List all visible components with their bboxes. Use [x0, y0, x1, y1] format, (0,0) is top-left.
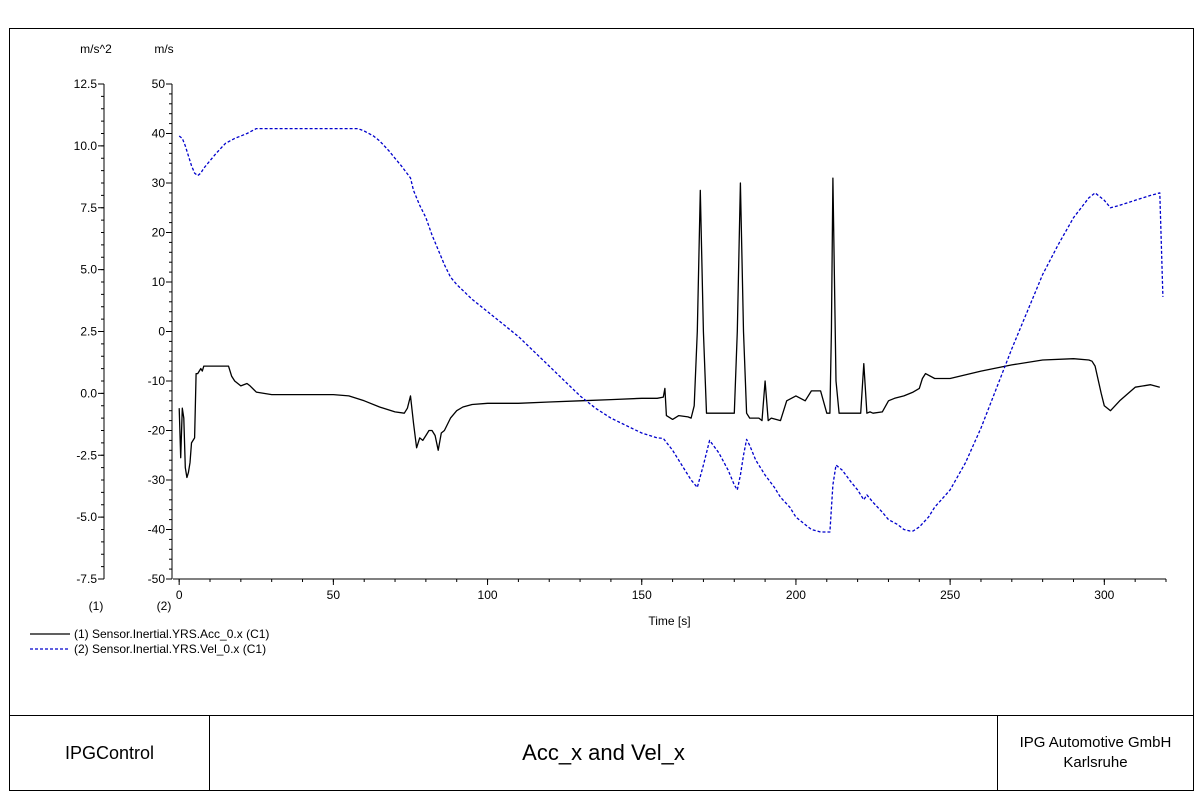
y-tick-label: -40: [148, 523, 166, 537]
y-tick-label: 0: [158, 325, 165, 339]
x-tick-label: 150: [632, 588, 652, 602]
x-tick-label: 300: [1094, 588, 1114, 602]
y-tick-label: 2.5: [80, 325, 97, 339]
y-tick-label: 10: [152, 275, 166, 289]
y-axis-vel: -50 -40 -30 -20 -10 0 10 20 30 40 50 m/s (2): [148, 42, 174, 613]
y-tick-label: 12.5: [74, 77, 98, 91]
footer-app-name: IPGControl: [10, 716, 210, 790]
y-tick-label: -30: [148, 473, 166, 487]
footer-company: IPG Automotive GmbH Karlsruhe: [997, 716, 1193, 790]
y-tick-label: 5.0: [80, 263, 97, 277]
y-tick-label: 0.0: [80, 386, 97, 400]
chart: -7.5 -5.0 -2.5 0.0 2.5 5.0 7.5 10.0 12.5 m/s^2 (1)…: [30, 42, 1167, 656]
y-tick-label: -2.5: [76, 448, 97, 462]
x-tick-label: 50: [327, 588, 341, 602]
y-tick-label: -50: [148, 572, 166, 586]
legend-entry: (2) Sensor.Inertial.YRS.Vel_0.x (C1): [74, 642, 266, 656]
y-tick-label: -5.0: [76, 510, 97, 524]
y-tick-label: 30: [152, 176, 166, 190]
y-tick-label: 20: [152, 226, 166, 240]
y-tick-label: -20: [148, 424, 166, 438]
x-tick-label: 0: [176, 588, 183, 602]
y-tick-label: 40: [152, 127, 166, 141]
y-axis-unit: m/s^2: [80, 42, 112, 56]
legend: (1) Sensor.Inertial.YRS.Acc_0.x (C1)(2) …: [30, 627, 269, 656]
y-axis-id: (1): [89, 599, 104, 613]
footer-title: Acc_x and Vel_x: [522, 740, 685, 765]
y-tick-label: -7.5: [76, 572, 97, 586]
legend-entry: (1) Sensor.Inertial.YRS.Acc_0.x (C1): [74, 627, 269, 641]
y-tick-label: 50: [152, 77, 166, 91]
y-axis-acc: -7.5 -5.0 -2.5 0.0 2.5 5.0 7.5 10.0 12.5 m/s^2 (1): [74, 42, 113, 613]
x-tick-label: 100: [478, 588, 498, 602]
company-line-2: Karlsruhe: [1063, 754, 1128, 771]
series-line-1: [178, 177, 1160, 479]
plot-page: -7.5 -5.0 -2.5 0.0 2.5 5.0 7.5 10.0 12.5 m/s^2 (1)…: [9, 28, 1194, 791]
y-tick-label: 10.0: [74, 139, 98, 153]
y-tick-label: -10: [148, 374, 166, 388]
y-tick-label: 7.5: [80, 201, 97, 215]
y-axis-id: (2): [157, 599, 172, 613]
series-group: [178, 127, 1164, 533]
series-line-2: [178, 127, 1164, 533]
footer: IPGControl Acc_x and Vel_x IPG Automotiv…: [10, 715, 1193, 790]
y-axis-unit: m/s: [154, 42, 173, 56]
x-tick-label: 200: [786, 588, 806, 602]
x-axis-time: 0 50 100 150 200 250 300 Time [s]: [173, 578, 1167, 628]
company-line-1: IPG Automotive GmbH: [1019, 734, 1172, 751]
x-axis-label: Time [s]: [648, 614, 690, 628]
x-tick-label: 250: [940, 588, 960, 602]
